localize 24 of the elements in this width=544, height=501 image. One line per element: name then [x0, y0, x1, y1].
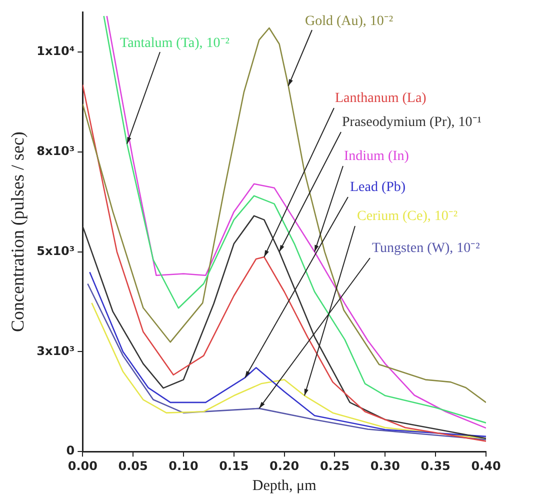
y-tick-label: 8x10³	[36, 144, 75, 158]
x-tick-label: 0.20	[270, 458, 300, 473]
y-tick-label: 1x10⁴	[36, 44, 75, 58]
x-tick-label: 0.30	[370, 458, 400, 473]
y-tick-label: 3x10³	[36, 344, 75, 358]
x-tick-label: 0.05	[118, 458, 148, 473]
x-tick-label: 0.00	[68, 458, 98, 473]
text: Gold (Au), 10⁻²	[305, 14, 394, 29]
x-tick-label: 0.40	[471, 458, 501, 473]
text: Cerium (Ce), 10⁻²	[357, 209, 458, 224]
text: Lead (Pb)	[350, 180, 406, 195]
y-tick-label: 5x10³	[36, 244, 75, 258]
x-tick-label: 0.25	[320, 458, 350, 473]
x-axis-title: Depth, μm	[252, 478, 317, 494]
x-tick-label: 0.10	[168, 458, 198, 473]
y-axis-title: Concentration (pulses / sec)	[8, 132, 28, 332]
text: Praseodymium (Pr), 10⁻¹	[342, 115, 482, 130]
series-label: Tantalum (Ta), 10⁻²	[120, 36, 230, 51]
text: Tungsten (W), 10⁻²	[372, 241, 480, 256]
y-tick-label: 0	[66, 444, 75, 458]
text: Indium (In)	[344, 149, 410, 164]
text: Lanthanum (La)	[335, 91, 427, 106]
x-tick-label: 0.35	[420, 458, 450, 473]
x-tick-label: 0.15	[219, 458, 249, 473]
